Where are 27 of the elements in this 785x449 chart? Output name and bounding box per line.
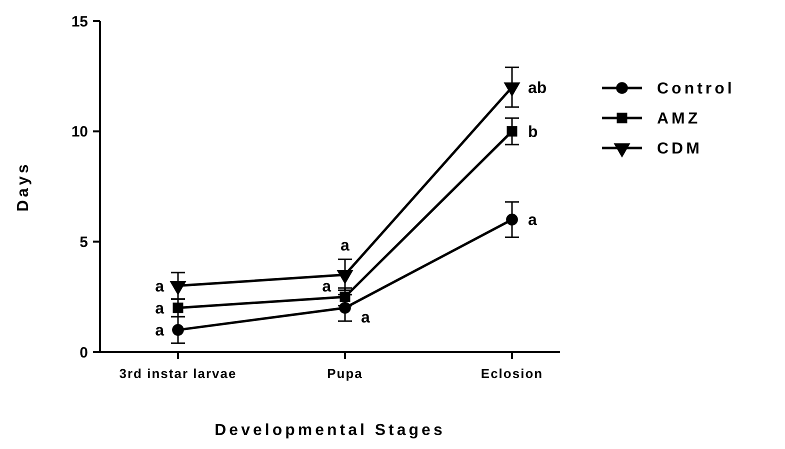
y-tick-label: 0 [80,344,88,362]
annotation: a [155,278,164,296]
point [506,214,518,226]
x-tick-label: Pupa [327,366,363,381]
annotation: a [155,322,164,340]
point [506,126,518,137]
annotation: a [361,309,370,326]
x-tick-label: 3rd instar larvae [119,366,237,381]
legend-label: AMZ [657,110,701,128]
point [172,302,184,314]
y-tick-label: 15 [71,13,88,30]
y-tick-label: 5 [80,234,88,251]
annotation: a [155,300,164,318]
x-axis-title: Developmental Stages [214,422,446,439]
legend-label: CDM [657,140,702,158]
point [172,324,184,336]
x-tick-label: Eclosion [480,366,544,381]
y-tick-label: 10 [71,124,88,141]
point [340,292,350,302]
annotation: a [322,278,332,296]
annotation: ab [528,80,547,97]
annotation: b [528,124,538,141]
annotation: a [340,237,350,254]
point [504,82,520,97]
legend-label: Control [657,80,735,98]
y-axis-title: Days [15,161,32,212]
annotation: a [528,212,537,230]
